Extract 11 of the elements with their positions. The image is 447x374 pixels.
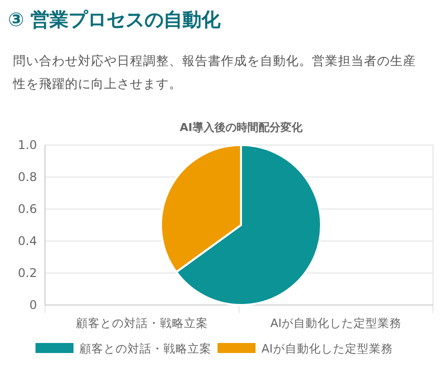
y-tick-label: 0.4 xyxy=(18,234,37,248)
text: AI導入後の時間配分変化 xyxy=(180,121,304,134)
chart-title: ③ 営業プロセスの自動化 xyxy=(8,9,222,31)
y-tick-label: 0.2 xyxy=(18,266,37,280)
y-tick-label: 0 xyxy=(29,298,37,312)
chart-subtitle: 問い合わせ対応や日程調整、報告書作成を自動化。営業担当者の生産性を飛躍的に向上させます。 xyxy=(12,53,416,91)
y-tick-label: 0.6 xyxy=(18,202,37,216)
y-tick-label: 1.0 xyxy=(18,138,37,152)
legend-label: AIが自動化した定型業務 xyxy=(262,342,393,356)
legend-label: 顧客との対話・戦略立案 xyxy=(80,342,212,356)
y-tick-label: 0.8 xyxy=(18,170,37,184)
